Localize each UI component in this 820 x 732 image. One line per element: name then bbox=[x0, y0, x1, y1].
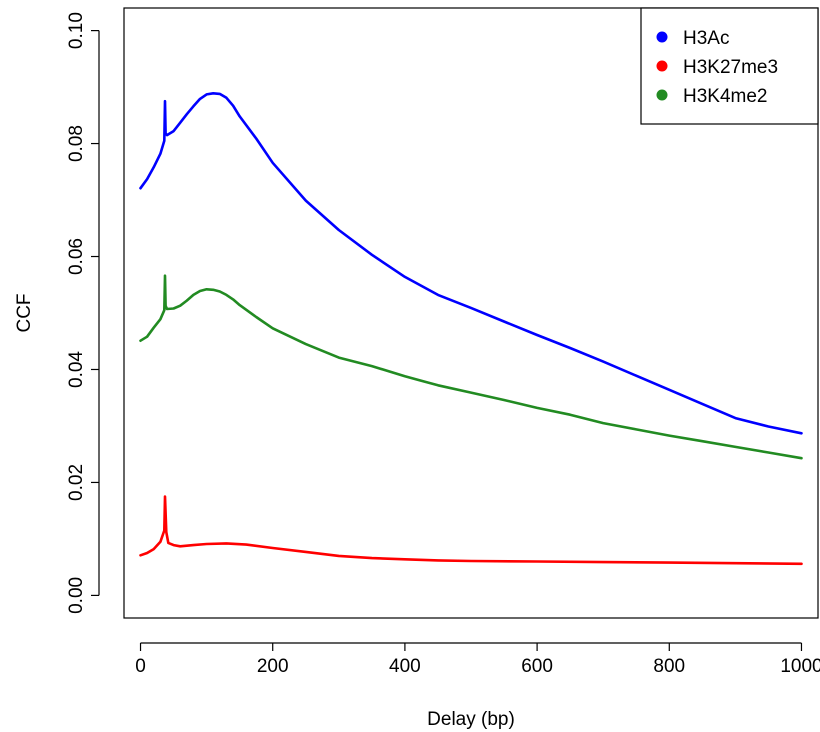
x-tick-label: 200 bbox=[257, 656, 289, 677]
series-line-h3ac bbox=[139, 92, 803, 435]
y-axis: 0.00 0.02 0.04 0.06 0.08 0.10 bbox=[66, 12, 100, 614]
legend-label: H3K4me2 bbox=[683, 86, 768, 107]
legend-label: H3Ac bbox=[683, 28, 729, 49]
x-tick-label: 0 bbox=[135, 656, 146, 677]
y-tick-label: 0.04 bbox=[66, 351, 87, 388]
x-tick-label: 600 bbox=[521, 656, 553, 677]
legend-marker bbox=[656, 60, 668, 72]
y-axis-title: CCF bbox=[14, 293, 35, 332]
legend: H3Ac H3K27me3 H3K4me2 bbox=[640, 7, 819, 125]
plot-frame bbox=[123, 7, 819, 619]
legend-marker bbox=[656, 31, 668, 43]
legend-label: H3K27me3 bbox=[683, 57, 778, 78]
y-tick-label: 0.06 bbox=[66, 238, 87, 275]
x-axis-title: Delay (bp) bbox=[427, 709, 515, 730]
x-axis: 0 200 400 600 800 1000 bbox=[135, 642, 820, 677]
legend-box bbox=[640, 7, 819, 125]
y-tick-label: 0.00 bbox=[66, 577, 87, 614]
series-line-h3k27me3 bbox=[139, 495, 803, 566]
x-tick-label: 1000 bbox=[780, 656, 820, 677]
series-layer bbox=[139, 92, 803, 566]
legend-marker bbox=[656, 89, 668, 101]
x-tick-label: 800 bbox=[653, 656, 685, 677]
y-tick-label: 0.10 bbox=[66, 12, 87, 49]
x-tick-label: 400 bbox=[389, 656, 421, 677]
y-tick-label: 0.02 bbox=[66, 464, 87, 501]
series-line-h3k4me2 bbox=[139, 274, 803, 460]
y-tick-label: 0.08 bbox=[66, 125, 87, 162]
